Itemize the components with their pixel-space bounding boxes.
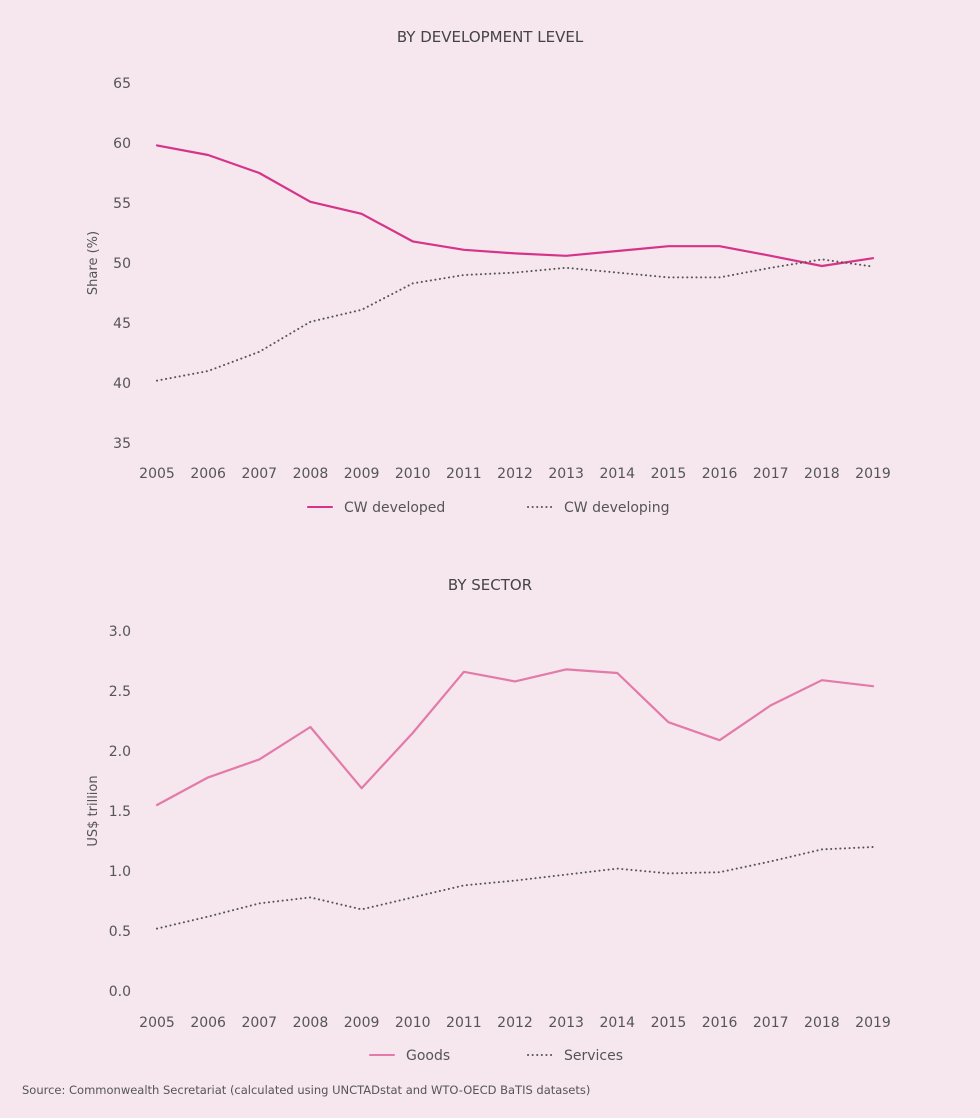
x-tick-label: 2009 (344, 466, 380, 482)
y-tick-label: 0.0 (109, 984, 131, 1000)
y-tick-label: 2.5 (109, 684, 131, 700)
x-tick-label: 2018 (804, 1015, 840, 1031)
x-tick-label: 2006 (190, 466, 226, 482)
x-tick-label: 2012 (497, 466, 533, 482)
series-line-services (156, 846, 874, 930)
source-note: Source: Commonwealth Secretariat (calcul… (22, 1083, 591, 1097)
x-tick-label: 2010 (395, 466, 431, 482)
x-tick-label: 2007 (241, 466, 277, 482)
chart-title: BY SECTOR (448, 576, 532, 594)
x-tick-label: 2015 (651, 466, 687, 482)
x-tick-label: 2008 (293, 466, 329, 482)
legend-label: Services (564, 1048, 623, 1064)
y-tick-label: 1.5 (109, 804, 131, 820)
x-tick-label: 2013 (548, 1015, 584, 1031)
x-tick-label: 2014 (599, 1015, 635, 1031)
series-line-goods (155, 668, 875, 807)
x-tick-label: 2006 (190, 1015, 226, 1031)
x-tick-label: 2012 (497, 1015, 533, 1031)
y-axis-label: US$ trillion (86, 775, 101, 846)
x-tick-label: 2014 (599, 466, 635, 482)
x-tick-label: 2017 (753, 466, 789, 482)
y-tick-label: 0.5 (109, 924, 131, 940)
y-tick-label: 50 (113, 256, 131, 272)
x-tick-label: 2019 (855, 1015, 891, 1031)
y-axis-label: Share (%) (86, 231, 101, 295)
x-tick-label: 2019 (855, 466, 891, 482)
y-tick-label: 35 (113, 436, 131, 452)
x-tick-label: 2016 (702, 466, 738, 482)
x-tick-label: 2011 (446, 466, 482, 482)
x-tick-label: 2018 (804, 466, 840, 482)
x-tick-label: 2009 (344, 1015, 380, 1031)
series-line-cw-developing (156, 258, 874, 382)
x-tick-label: 2015 (651, 1015, 687, 1031)
x-tick-label: 2005 (139, 466, 175, 482)
legend-label: CW developing (564, 500, 669, 516)
y-tick-label: 55 (113, 196, 131, 212)
y-tick-label: 40 (113, 376, 131, 392)
legend-label: CW developed (344, 500, 445, 516)
x-tick-label: 2005 (139, 1015, 175, 1031)
x-tick-label: 2011 (446, 1015, 482, 1031)
chart-title: BY DEVELOPMENT LEVEL (397, 28, 584, 46)
x-tick-label: 2010 (395, 1015, 431, 1031)
y-tick-label: 45 (113, 316, 131, 332)
series-line-cw-developed (155, 144, 875, 268)
x-tick-label: 2016 (702, 1015, 738, 1031)
y-tick-label: 3.0 (109, 624, 131, 640)
x-tick-label: 2013 (548, 466, 584, 482)
y-tick-label: 65 (113, 76, 131, 92)
y-tick-label: 2.0 (109, 744, 131, 760)
y-tick-label: 1.0 (109, 864, 131, 880)
legend-label: Goods (406, 1048, 450, 1064)
x-tick-label: 2017 (753, 1015, 789, 1031)
x-tick-label: 2007 (241, 1015, 277, 1031)
x-tick-label: 2008 (293, 1015, 329, 1031)
y-tick-label: 60 (113, 136, 131, 152)
